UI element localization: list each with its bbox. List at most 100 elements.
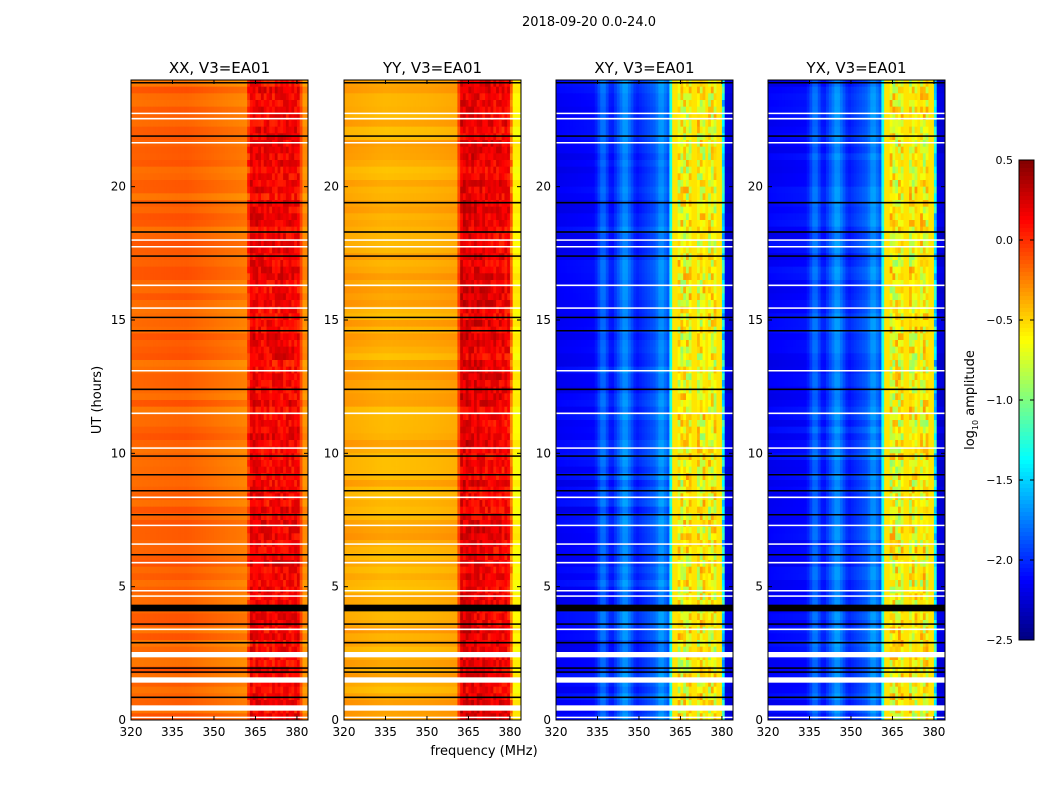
heatmap-cell — [178, 460, 182, 468]
heatmap-cell — [139, 413, 143, 421]
heatmap-cell — [150, 153, 154, 161]
heatmap-cell — [144, 160, 148, 168]
heatmap-cell — [175, 420, 179, 428]
heatmap-cell — [227, 306, 231, 314]
heatmap-cell — [258, 406, 262, 414]
heatmap-cell — [241, 400, 245, 408]
heatmap-cell — [197, 193, 201, 201]
heatmap-cell — [244, 186, 248, 194]
heatmap-cell — [178, 480, 182, 488]
heatmap-cell — [153, 246, 157, 254]
heatmap-cell — [285, 426, 290, 434]
heatmap-cell — [222, 213, 226, 221]
heatmap-cell — [200, 100, 204, 108]
heatmap-cell — [208, 473, 212, 481]
heatmap-cell — [158, 433, 162, 441]
heatmap-cell — [180, 346, 184, 354]
heatmap-cell — [216, 566, 220, 574]
heatmap-cell — [288, 166, 292, 174]
heatmap-cell — [158, 260, 162, 268]
heatmap-cell — [296, 420, 301, 428]
heatmap-cell — [197, 406, 201, 414]
heatmap-cell — [252, 380, 256, 388]
heatmap-cell — [133, 386, 137, 394]
heatmap-cell — [219, 80, 223, 88]
heatmap-cell — [269, 193, 273, 201]
heatmap-cell — [247, 220, 251, 228]
heatmap-cell — [197, 253, 201, 261]
heatmap-cell — [258, 460, 262, 468]
heatmap-cell — [186, 413, 190, 421]
heatmap-cell — [139, 446, 143, 454]
heatmap-cell — [158, 286, 162, 294]
heatmap-cell — [266, 246, 270, 254]
heatmap-cell — [180, 286, 184, 294]
heatmap-cell — [208, 513, 212, 521]
heatmap-cell — [219, 266, 223, 274]
heatmap-cell — [299, 406, 303, 414]
heatmap-cell — [283, 320, 287, 328]
heatmap-cell — [147, 440, 151, 448]
heatmap-cell — [153, 160, 157, 168]
heatmap-cell — [172, 280, 176, 288]
heatmap-cell — [139, 206, 143, 214]
heatmap-cell — [197, 580, 201, 588]
heatmap-cell — [144, 473, 148, 481]
heatmap-cell — [161, 426, 165, 434]
heatmap-cell — [180, 520, 184, 528]
heatmap-cell — [183, 146, 187, 154]
heatmap-cell — [169, 506, 173, 514]
heatmap-cell — [269, 293, 273, 301]
heatmap-cell — [244, 453, 248, 461]
heatmap-cell — [233, 220, 237, 228]
heatmap-cell — [197, 333, 201, 341]
heatmap-cell — [225, 273, 229, 281]
heatmap-cell — [211, 280, 215, 288]
heatmap-cell — [241, 293, 245, 301]
heatmap-cell — [191, 373, 196, 381]
heatmap-cell — [285, 180, 290, 188]
heatmap-cell — [294, 213, 298, 221]
heatmap-cell — [252, 560, 256, 568]
heatmap-cell — [189, 360, 193, 368]
heatmap-cell — [150, 93, 154, 101]
heatmap-cell — [211, 306, 215, 314]
heatmap-cell — [299, 173, 303, 181]
heatmap-cell — [131, 140, 135, 148]
heatmap-cell — [244, 426, 248, 434]
heatmap-cell — [216, 146, 220, 154]
heatmap-cell — [247, 206, 251, 214]
heatmap-cell — [208, 80, 212, 88]
heatmap-cell — [133, 306, 137, 314]
heatmap-cell — [139, 266, 143, 274]
heatmap-cell — [142, 253, 146, 261]
heatmap-cell — [288, 193, 292, 201]
heatmap-cell — [172, 360, 176, 368]
heatmap-cell — [191, 253, 196, 261]
heatmap-cell — [288, 133, 292, 141]
heatmap-cell — [219, 420, 223, 428]
heatmap-cell — [294, 466, 298, 474]
heatmap-cell — [197, 473, 201, 481]
heatmap-cell — [200, 386, 204, 394]
heatmap-cell — [283, 520, 287, 528]
heatmap-cell — [186, 426, 190, 434]
heatmap-cell — [133, 246, 137, 254]
heatmap-cell — [153, 253, 157, 261]
heatmap-cell — [175, 180, 179, 188]
heatmap-cell — [180, 420, 184, 428]
heatmap-cell — [269, 373, 273, 381]
heatmap-cell — [175, 293, 179, 301]
heatmap-cell — [131, 600, 135, 608]
heatmap-cell — [280, 306, 284, 314]
heatmap-cell — [202, 226, 207, 234]
heatmap-cell — [255, 426, 259, 434]
heatmap-cell — [260, 580, 265, 588]
heatmap-cell — [263, 100, 267, 108]
heatmap-cell — [161, 80, 165, 88]
heatmap-cell — [233, 573, 237, 581]
heatmap-cell — [280, 173, 284, 181]
heatmap-cell — [222, 146, 226, 154]
heatmap-cell — [202, 386, 207, 394]
heatmap-cell — [211, 553, 215, 561]
